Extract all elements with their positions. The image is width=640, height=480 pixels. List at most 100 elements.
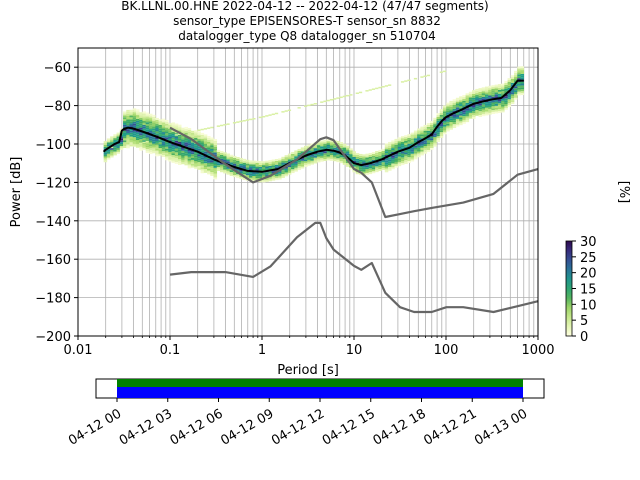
heatmap-cell: [274, 176, 279, 179]
heatmap-cell: [129, 121, 134, 124]
heatmap-cell: [455, 116, 460, 119]
heatmap-cell: [132, 119, 137, 122]
heatmap-cell: [397, 162, 402, 165]
heatmap-cell: [261, 174, 266, 177]
heatmap-cell: [187, 166, 192, 169]
heatmap-cell: [452, 99, 457, 102]
heatmap-cell: [423, 149, 428, 152]
heatmap-cell: [475, 98, 479, 101]
heatmap-cell: [258, 162, 263, 165]
heatmap-cell: [252, 160, 256, 163]
heatmap-cell: [135, 116, 140, 119]
heatmap-cell: [475, 100, 479, 103]
heatmap-cell: [177, 136, 182, 139]
heatmap-cell: [287, 109, 292, 111]
heatmap-cell: [426, 123, 431, 126]
heatmap-cell: [329, 158, 334, 161]
heatmap-cell: [203, 170, 208, 173]
heatmap-cell: [239, 175, 243, 178]
heatmap-cell: [391, 161, 395, 164]
heatmap-cell: [135, 143, 140, 146]
heatmap-cell: [110, 136, 114, 139]
heatmap-cell: [375, 162, 379, 165]
heatmap-cell: [129, 132, 134, 135]
heatmap-cell: [284, 172, 289, 175]
heatmap-cell: [278, 171, 282, 174]
heatmap-cell: [481, 106, 486, 109]
heatmap-cell: [113, 151, 117, 154]
heatmap-cell: [484, 107, 489, 110]
heatmap-cell: [465, 110, 470, 113]
heatmap-cell: [106, 140, 111, 143]
heatmap-cell: [501, 83, 505, 86]
heatmap-cell: [326, 143, 331, 146]
heatmap-cell: [171, 145, 176, 148]
heatmap-cell: [284, 160, 289, 163]
heatmap-cell: [320, 142, 324, 145]
heatmap-cell: [394, 142, 399, 145]
heatmap-cell: [203, 138, 208, 141]
heatmap-cell: [320, 148, 324, 151]
heatmap-cell: [200, 134, 205, 137]
heatmap-cell: [400, 140, 405, 143]
heatmap-cell: [313, 161, 318, 164]
heatmap-cell: [255, 160, 260, 163]
heatmap-cell: [161, 135, 166, 138]
heatmap-cell: [472, 95, 476, 98]
heatmap-cell: [449, 122, 453, 124]
heatmap-cell: [455, 103, 460, 106]
heatmap-cell: [468, 110, 473, 113]
heatmap-cell: [426, 74, 431, 77]
heatmap-cell: [177, 133, 182, 136]
heatmap-cell: [123, 140, 127, 143]
heatmap-cell: [413, 155, 418, 158]
heatmap-cell: [368, 160, 373, 163]
heatmap-cell: [174, 137, 179, 139]
heatmap-cell: [349, 167, 353, 170]
heatmap-cell: [294, 156, 298, 159]
heatmap-cell: [358, 165, 363, 168]
heatmap-cell: [291, 163, 295, 166]
heatmap-cell: [132, 116, 137, 118]
heatmap-cell: [439, 130, 444, 133]
heatmap-cell: [491, 87, 495, 90]
heatmap-cell: [142, 145, 146, 148]
heatmap-cell: [158, 146, 163, 149]
heatmap-cell: [517, 85, 521, 88]
heatmap-cell: [442, 122, 447, 125]
heatmap-cell: [378, 165, 382, 168]
heatmap-cell: [388, 143, 392, 146]
heatmap-cell: [488, 95, 492, 98]
colorbar-tick-label: 0: [580, 330, 588, 345]
heatmap-cell: [297, 164, 302, 167]
heatmap-cell: [187, 128, 192, 130]
heatmap-cell: [472, 115, 476, 117]
heatmap-cell: [436, 136, 441, 139]
heatmap-cell: [426, 138, 431, 141]
heatmap-cell: [200, 144, 205, 147]
heatmap-cell: [336, 154, 340, 157]
heatmap-cell: [423, 140, 428, 143]
heatmap-cell: [171, 137, 176, 140]
heatmap-cell: [148, 150, 153, 153]
heatmap-cell: [145, 118, 150, 121]
heatmap-cell: [375, 87, 379, 90]
heatmap-cell: [203, 140, 208, 143]
heatmap-cell: [358, 91, 363, 94]
heatmap-cell: [278, 162, 282, 165]
heatmap-cell: [155, 133, 159, 136]
heatmap-cell: [446, 121, 450, 124]
heatmap-cell: [203, 167, 208, 169]
heatmap-cell: [181, 148, 185, 151]
heatmap-cell: [439, 135, 444, 138]
heatmap-cell: [119, 136, 124, 139]
heatmap-cell: [142, 141, 146, 144]
heatmap-cell: [168, 146, 172, 149]
heatmap-cell: [252, 179, 256, 182]
heatmap-cell: [287, 172, 292, 175]
heatmap-cell: [174, 134, 178, 136]
x-axis-label: Period [s]: [277, 363, 339, 378]
heatmap-cell: [449, 100, 453, 103]
heatmap-cell: [352, 155, 357, 158]
heatmap-cell: [442, 126, 447, 129]
